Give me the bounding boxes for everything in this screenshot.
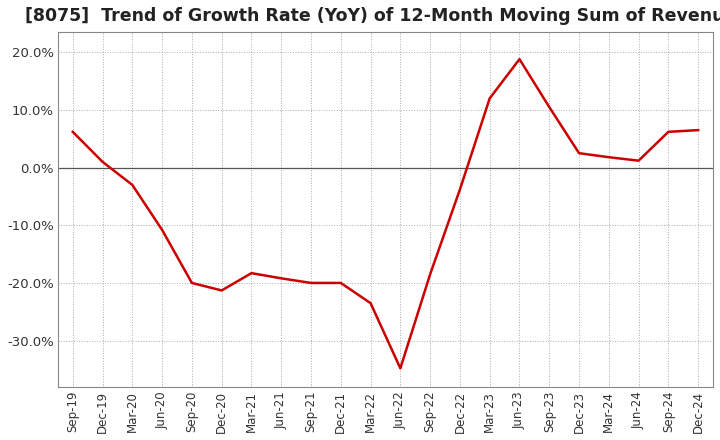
Title: [8075]  Trend of Growth Rate (YoY) of 12-Month Moving Sum of Revenues: [8075] Trend of Growth Rate (YoY) of 12-…	[24, 7, 720, 25]
